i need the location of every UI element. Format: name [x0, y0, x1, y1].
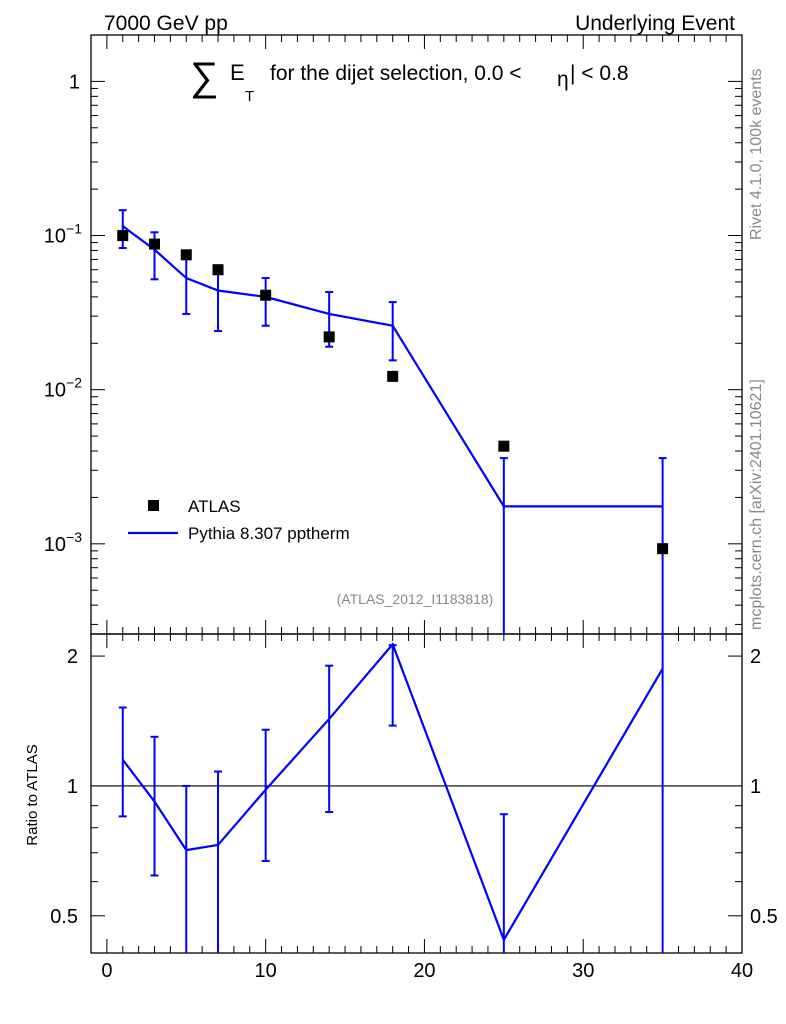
data-point — [117, 230, 129, 242]
title-subscript: T — [245, 88, 254, 105]
axis-ticks: 0 10 20 30 40 1 10−1 10−2 10−3 0.5 0.5 1 1 2 2 — [44, 34, 778, 982]
y-tick-label: 10−1 — [44, 221, 82, 248]
x-tick-label: 40 — [731, 960, 753, 982]
ratio-y-tick-label-right: 0.5 — [750, 906, 778, 928]
ratio-y-tick-label-left: 1 — [67, 776, 78, 798]
data-point — [498, 440, 510, 452]
ratio-y-tick-label-right: 2 — [750, 646, 761, 668]
x-tick-label: 0 — [101, 960, 112, 982]
legend: ATLAS Pythia 8.307 pptherm — [128, 497, 350, 543]
data-point — [387, 370, 399, 382]
ratio-series-group — [118, 634, 664, 953]
side-label-rivet: Rivet 4.1.0, 100k events — [748, 68, 765, 240]
title-text: for the dijet selection, 0.0 < — [270, 62, 522, 85]
legend-marker-atlas — [148, 500, 159, 511]
ratio-y-tick-label-right: 1 — [750, 776, 761, 798]
title-text-end: | < 0.8 — [570, 62, 629, 85]
data-point — [212, 264, 224, 276]
data-point — [149, 238, 161, 250]
x-tick-label: 20 — [413, 960, 435, 982]
legend-label-atlas: ATLAS — [188, 497, 241, 516]
ratio-plot-frame — [90, 633, 743, 954]
title-eta: η — [557, 68, 569, 91]
header-left: 7000 GeV pp — [104, 12, 228, 35]
title-sum-symbol: ∑ — [190, 55, 219, 99]
chart-title: ∑ E T for the dijet selection, 0.0 < η |… — [190, 55, 629, 105]
data-point — [323, 331, 335, 343]
main-plot-frame — [90, 34, 743, 635]
data-point — [657, 543, 669, 555]
y-tick-label: 10−2 — [44, 375, 82, 402]
header-right: Underlying Event — [575, 12, 735, 35]
analysis-watermark: (ATLAS_2012_I1183818) — [337, 591, 494, 607]
data-point — [180, 249, 192, 261]
y-tick-label: 10−3 — [44, 529, 82, 556]
mc-series-line — [122, 225, 663, 508]
data-series-group — [117, 230, 669, 555]
y-tick-label: 1 — [69, 71, 80, 93]
data-point — [260, 289, 272, 301]
ratio-y-tick-label-left: 2 — [67, 646, 78, 668]
ratio-y-axis-label: Ratio to ATLAS — [24, 744, 41, 845]
legend-label-pythia: Pythia 8.307 pptherm — [188, 524, 350, 543]
x-tick-label: 10 — [255, 960, 277, 982]
mc-series-group — [118, 209, 667, 634]
x-tick-label: 30 — [572, 960, 594, 982]
side-label-mcplots: mcplots.cern.ch [arXiv:2401.10621] — [748, 379, 765, 630]
title-var: E — [230, 60, 245, 85]
ratio-y-tick-label-left: 0.5 — [50, 906, 78, 928]
